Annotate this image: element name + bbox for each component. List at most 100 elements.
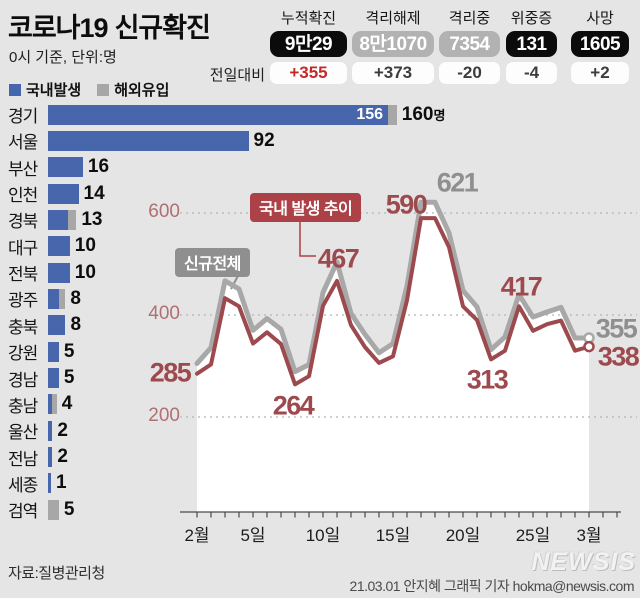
region-bar-row: 충북 8 xyxy=(8,314,82,337)
domestic-bar-segment xyxy=(48,130,249,151)
region-value-label: 13 xyxy=(81,208,103,230)
domestic-bar-segment xyxy=(48,209,68,230)
imported-swatch-icon xyxy=(97,83,110,96)
region-name: 충남 xyxy=(8,396,38,416)
imported-bar-segment xyxy=(52,394,57,415)
domestic-bar-segment xyxy=(48,368,59,388)
region-name: 인천 xyxy=(8,186,38,206)
stat-label: 격리해제 xyxy=(365,10,421,27)
stat-label: 누적확진 xyxy=(280,10,337,27)
region-value-label: 16 xyxy=(87,156,110,178)
region-bar-row: 경기 156 160명 xyxy=(8,103,446,127)
x-axis-label: 25일 xyxy=(515,526,551,545)
y-axis-label: 400 xyxy=(148,302,180,324)
region-name: 검역 xyxy=(8,502,38,522)
region-name: 전북 xyxy=(8,265,38,285)
x-axis-label: 5일 xyxy=(240,526,266,545)
data-point-label: 355 xyxy=(595,313,638,344)
page-title: 코로나19 신규확진 xyxy=(8,6,211,45)
imported-bar-segment xyxy=(67,209,77,230)
region-value-label: 10 xyxy=(74,261,96,283)
data-point-label: 590 xyxy=(385,189,428,220)
region-bar-row: 부산 16 xyxy=(8,156,110,179)
region-value-label: 5 xyxy=(63,367,75,388)
stat-delta-pill: +373 xyxy=(352,62,434,84)
x-axis-label: 20일 xyxy=(445,526,481,545)
region-bar-row: 울산 2 xyxy=(8,420,68,443)
region-value-label: 10 xyxy=(74,235,96,257)
domestic-bar-segment: 156 xyxy=(48,104,389,125)
region-bar-row: 강원 5 xyxy=(8,340,75,364)
region-name: 강원 xyxy=(8,344,38,364)
domestic-bar-segment xyxy=(48,183,79,204)
series-label-total: 신규전체 xyxy=(175,248,250,277)
source-text: 자료:질병관리청 xyxy=(8,565,105,582)
page-title-prefix: 코로나19 xyxy=(8,13,109,43)
region-bar-row: 전남 2 xyxy=(8,446,68,469)
legend-label-domestic: 국내발생 xyxy=(26,82,82,99)
stat-delta-pill: -4 xyxy=(506,62,557,84)
region-name: 경북 xyxy=(8,212,38,232)
imported-bar-segment xyxy=(388,104,397,125)
domestic-bar-segment xyxy=(48,236,70,257)
stat-column: 사망 1605 +2 xyxy=(571,8,629,84)
credit-text: 21.03.01 안지혜 그래픽 기자 hokma@newsis.com xyxy=(349,578,635,594)
stat-value-pill: 1605 xyxy=(571,31,629,57)
stat-value-pill: 7354 xyxy=(439,31,500,57)
stat-value-pill: 131 xyxy=(506,31,557,57)
region-bar-row: 검역 5 xyxy=(8,499,74,522)
legend: 국내발생 해외유입 xyxy=(9,79,169,100)
delta-row-label: 전일대비 xyxy=(209,67,265,84)
inside-value-label: 156 xyxy=(356,105,384,123)
domestic-swatch-icon xyxy=(9,83,21,96)
data-point-label: 417 xyxy=(500,271,543,302)
region-value-label: 8 xyxy=(70,314,82,336)
region-value-label: 160명 xyxy=(401,103,446,125)
region-bar-row: 광주 8 xyxy=(8,287,81,311)
stat-value-pill: 9만29 xyxy=(270,31,347,57)
x-axis-label: 3월 xyxy=(576,526,602,545)
legend-item-domestic: 국내발생 xyxy=(9,79,81,100)
imported-bar-segment xyxy=(58,288,66,309)
stat-value-pill: 8만1070 xyxy=(352,31,434,57)
trend-svg xyxy=(180,199,637,518)
domestic-line xyxy=(195,216,591,387)
domestic-bar-segment xyxy=(48,157,83,178)
trend-line-chart: 신규전체 국내 발생 추이 600 400 200 2월 5일 10일 15일 20일 25일 3… xyxy=(140,160,640,555)
region-name: 전남 xyxy=(8,449,38,469)
region-name: 광주 xyxy=(8,291,38,311)
region-value-label: 4 xyxy=(61,393,73,415)
region-name: 대구 xyxy=(8,238,38,258)
stat-label: 격리중 xyxy=(448,10,491,27)
region-value-label: 2 xyxy=(57,446,68,468)
region-name: 세종 xyxy=(8,475,38,495)
stat-column: 위중증 131 -4 xyxy=(506,8,557,84)
stat-delta-pill: +355 xyxy=(270,62,347,84)
y-axis-label: 600 xyxy=(148,200,180,222)
domestic-bar-segment xyxy=(48,288,59,309)
stat-delta-pill: +2 xyxy=(571,62,629,84)
unit-suffix: 명 xyxy=(433,107,446,123)
x-axis-label: 2월 xyxy=(184,526,210,545)
stat-column: 격리해제 8만1070 +373 xyxy=(352,8,434,84)
region-bar-row: 경북 13 xyxy=(8,208,103,232)
imported-bar-segment xyxy=(48,499,59,520)
data-point-label: 621 xyxy=(436,167,479,198)
data-point-label: 313 xyxy=(466,364,509,395)
domestic-bar-segment xyxy=(48,262,70,283)
series-label-domestic: 국내 발생 추이 xyxy=(250,193,362,222)
legend-label-imported: 해외유입 xyxy=(114,82,170,99)
region-value-label: 8 xyxy=(70,287,81,309)
region-value-label: 14 xyxy=(83,182,105,204)
region-value-label: 1 xyxy=(56,472,67,494)
region-bar-row: 전북 10 xyxy=(8,261,96,285)
region-bar-row: 서울 92 xyxy=(8,130,275,153)
x-axis-label: 10일 xyxy=(305,526,341,545)
domestic-bar-segment xyxy=(48,394,53,415)
region-value-label: 5 xyxy=(63,340,75,362)
newsis-logo: NEWSIS xyxy=(531,548,636,576)
stat-label: 위중증 xyxy=(510,10,553,27)
data-point-label: 285 xyxy=(149,357,192,388)
stat-column: 누적확진 9만29 +355 xyxy=(270,8,347,84)
